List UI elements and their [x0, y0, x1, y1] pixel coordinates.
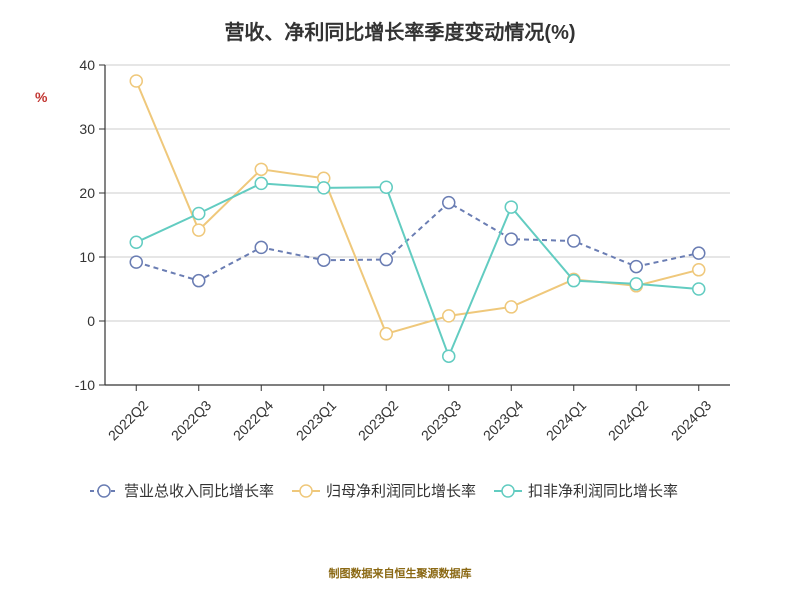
legend-label: 营业总收入同比增长率: [124, 480, 274, 501]
series-marker: [630, 261, 642, 273]
chart-container: 营收、净利同比增长率季度变动情况(%) % -10010203040 2022Q…: [0, 0, 800, 600]
series-marker: [255, 241, 267, 253]
chart-svg: [0, 0, 800, 600]
series-marker: [443, 197, 455, 209]
legend-item[interactable]: 归母净利润同比增长率: [292, 480, 476, 501]
series-marker: [693, 283, 705, 295]
series-marker: [318, 254, 330, 266]
series-marker: [630, 278, 642, 290]
y-tick-label: 20: [55, 185, 95, 201]
legend: 营业总收入同比增长率 归母净利润同比增长率 扣非净利润同比增长率: [90, 480, 710, 501]
y-tick-label: -10: [55, 377, 95, 393]
series-marker: [505, 233, 517, 245]
y-tick-label: 10: [55, 249, 95, 265]
series-marker: [505, 201, 517, 213]
series-marker: [380, 181, 392, 193]
legend-marker-icon: [494, 483, 522, 499]
y-tick-label: 0: [55, 313, 95, 329]
series-marker: [318, 182, 330, 194]
chart-footer: 制图数据来自恒生聚源数据库: [0, 565, 800, 581]
series-marker: [193, 224, 205, 236]
series-marker: [505, 301, 517, 313]
series-marker: [380, 328, 392, 340]
series-line: [136, 81, 699, 334]
series-marker: [193, 207, 205, 219]
legend-marker-icon: [90, 483, 118, 499]
series-marker: [568, 275, 580, 287]
series-marker: [380, 254, 392, 266]
y-tick-label: 40: [55, 57, 95, 73]
series-marker: [255, 177, 267, 189]
legend-item[interactable]: 扣非净利润同比增长率: [494, 480, 678, 501]
y-tick-label: 30: [55, 121, 95, 137]
series-marker: [193, 275, 205, 287]
series-marker: [130, 236, 142, 248]
series-marker: [568, 235, 580, 247]
legend-label: 归母净利润同比增长率: [326, 480, 476, 501]
series-marker: [443, 310, 455, 322]
series-marker: [693, 264, 705, 276]
series-marker: [255, 163, 267, 175]
legend-marker-icon: [292, 483, 320, 499]
series-marker: [130, 75, 142, 87]
legend-label: 扣非净利润同比增长率: [528, 480, 678, 501]
series-marker: [693, 247, 705, 259]
series-marker: [130, 256, 142, 268]
legend-item[interactable]: 营业总收入同比增长率: [90, 480, 274, 501]
series-marker: [443, 350, 455, 362]
